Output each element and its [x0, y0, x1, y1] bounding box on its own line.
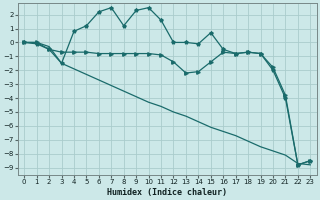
- X-axis label: Humidex (Indice chaleur): Humidex (Indice chaleur): [107, 188, 227, 197]
